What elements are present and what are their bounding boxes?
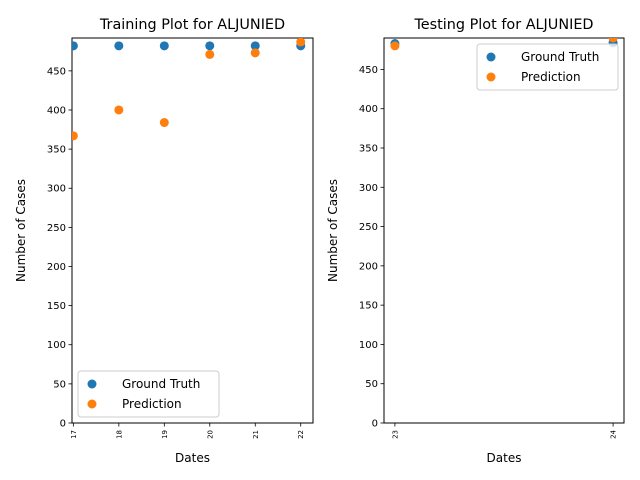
training-point-ground-truth <box>114 41 124 51</box>
testing-y-axis-label: Number of Cases <box>326 179 340 282</box>
testing-x-axis-label: Dates <box>487 451 522 465</box>
training-x-tick-label: 22 <box>297 430 305 439</box>
testing-plot: Testing Plot for ALJUNIED Dates Number o… <box>326 17 625 465</box>
training-point-prediction <box>159 118 169 128</box>
training-x-axis-label: Dates <box>175 451 210 465</box>
training-legend-marker-prediction <box>87 399 97 409</box>
testing-legend-marker-ground-truth <box>486 52 496 62</box>
training-y-tick-label: 300 <box>47 184 66 195</box>
testing-legend-label-prediction: Prediction <box>521 70 581 84</box>
training-point-ground-truth <box>72 41 78 51</box>
training-legend: Ground Truth Prediction <box>77 370 220 418</box>
training-x-tick-label: 17 <box>70 430 78 439</box>
training-legend-box <box>77 370 220 418</box>
training-point-prediction <box>114 105 124 115</box>
testing-y-tick-label: 400 <box>359 104 378 115</box>
training-points <box>72 38 306 141</box>
testing-y-tick-label: 350 <box>359 144 378 155</box>
testing-y-tick-label: 250 <box>359 222 378 233</box>
training-y-tick-label: 150 <box>47 301 66 312</box>
testing-y-tick-label: 100 <box>359 340 378 351</box>
training-x-tick-label: 19 <box>161 430 169 439</box>
training-y-tick-label: 50 <box>53 379 66 390</box>
training-legend-label-prediction: Prediction <box>122 397 182 411</box>
training-y-tick-label: 250 <box>47 223 66 234</box>
testing-legend-label-ground-truth: Ground Truth <box>521 50 599 64</box>
training-point-prediction <box>72 131 78 141</box>
testing-plot-area <box>383 37 625 424</box>
testing-y-tick-label: 0 <box>372 419 378 430</box>
testing-legend-box <box>476 43 619 91</box>
testing-y-tick-label: 50 <box>365 379 378 390</box>
testing-x-tick-label: 24 <box>610 429 618 438</box>
training-point-ground-truth <box>205 41 215 51</box>
training-point-prediction <box>205 49 215 59</box>
training-legend-marker-ground-truth <box>87 379 97 389</box>
testing-point-prediction <box>608 38 618 43</box>
testing-y-tick-label: 200 <box>359 261 378 272</box>
training-plot-area <box>71 37 314 424</box>
training-x-tick-label: 20 <box>206 430 214 439</box>
testing-plot-title: Testing Plot for ALJUNIED <box>413 17 593 33</box>
training-point-ground-truth <box>250 41 260 51</box>
training-y-tick-label: 0 <box>60 419 66 430</box>
testing-x-tick-label: 23 <box>391 430 399 439</box>
testing-y-tick-label: 450 <box>359 65 378 76</box>
training-point-prediction <box>250 48 260 58</box>
training-x-tick-label: 21 <box>252 430 260 439</box>
training-x-tick-label: 18 <box>115 430 123 439</box>
training-y-tick-label: 450 <box>47 66 66 77</box>
testing-y-tick-label: 150 <box>359 301 378 312</box>
testing-legend-marker-prediction <box>486 72 496 82</box>
training-y-axis-label: Number of Cases <box>14 179 28 282</box>
training-point-prediction <box>296 38 306 47</box>
testing-y-tick-label: 300 <box>359 183 378 194</box>
testing-point-prediction <box>390 41 400 51</box>
training-y-tick-label: 200 <box>47 262 66 273</box>
training-y-tick-label: 350 <box>47 145 66 156</box>
training-legend-label-ground-truth: Ground Truth <box>122 377 200 391</box>
training-plot: Training Plot for ALJUNIED Dates Number … <box>14 17 314 465</box>
training-y-tick-label: 400 <box>47 105 66 116</box>
training-point-ground-truth <box>159 41 169 51</box>
training-y-tick-label: 100 <box>47 340 66 351</box>
training-plot-title: Training Plot for ALJUNIED <box>99 17 285 33</box>
testing-legend: Ground Truth Prediction <box>476 43 619 91</box>
